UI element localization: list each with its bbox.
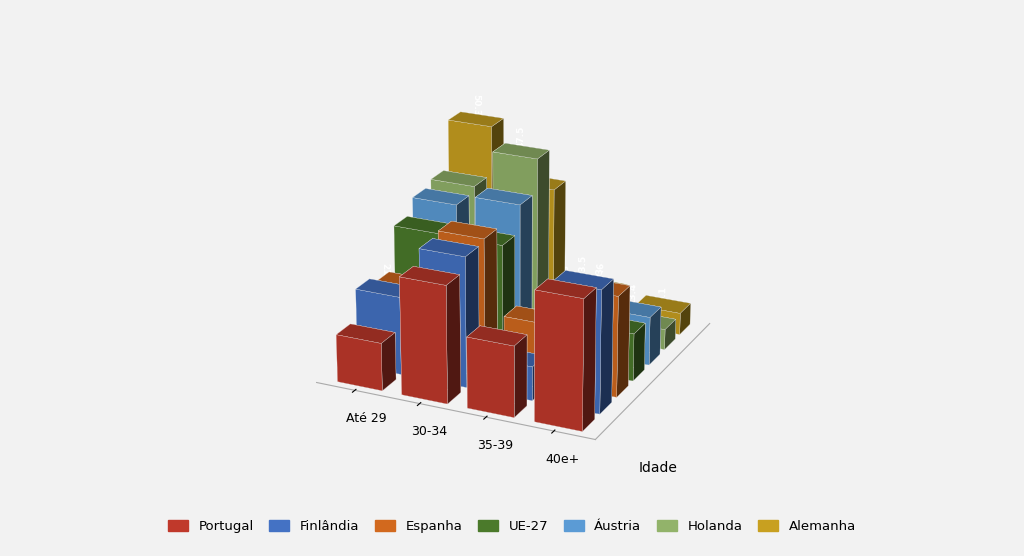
Legend: Portugal, Finlândia, Espanha, UE-27, Áustria, Holanda, Alemanha: Portugal, Finlândia, Espanha, UE-27, Áus… xyxy=(163,514,861,538)
